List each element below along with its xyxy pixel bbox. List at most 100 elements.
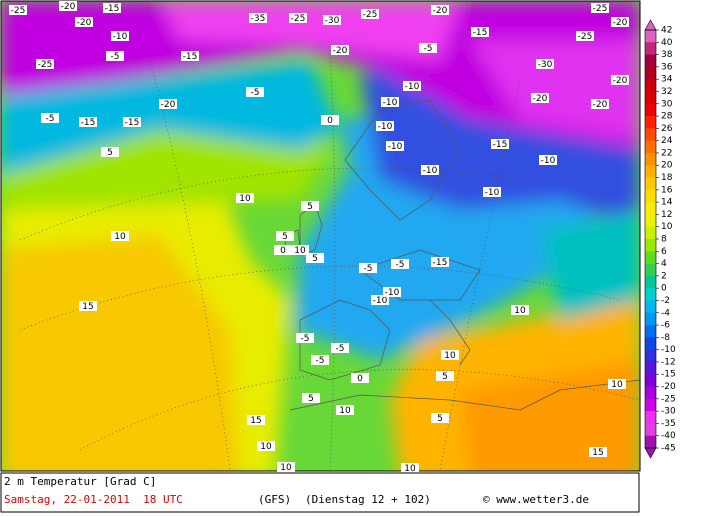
contour-label: 10 [336, 405, 354, 416]
label-box [247, 415, 265, 425]
colorbar-segment [645, 103, 656, 117]
label-box [36, 59, 54, 69]
colorbar-tick-label: 30 [661, 99, 673, 109]
label-text: 10 [114, 232, 126, 242]
colorbar-segment [645, 116, 656, 129]
contour-label: 5 [301, 201, 319, 212]
label-box [536, 59, 554, 69]
contour-label: -30 [536, 59, 554, 70]
contour-label: -10 [381, 97, 399, 108]
label-box [431, 257, 449, 267]
colorbar-tick-label: -40 [661, 431, 676, 441]
colorbar-tick-label: 6 [661, 247, 667, 257]
colorbar-tick-label: 2 [661, 271, 667, 281]
contour-label: -10 [386, 141, 404, 152]
label-box [321, 115, 339, 125]
label-text: -30 [538, 60, 553, 70]
contour-label: -5 [419, 43, 437, 54]
colorbar-tick-label: 20 [661, 161, 673, 171]
contour-label: -10 [403, 81, 421, 92]
label-box [101, 147, 119, 157]
label-text: -10 [405, 82, 420, 92]
label-box [103, 3, 121, 13]
colorbar-tick-label: 10 [661, 222, 673, 232]
contour-label: -10 [111, 31, 129, 42]
contour-label: -20 [611, 17, 629, 28]
label-box [106, 51, 124, 61]
model-name: (GFS) [258, 493, 291, 506]
colorbar-tick-label: -45 [661, 444, 676, 454]
label-text: -25 [363, 10, 378, 20]
label-box [383, 287, 401, 297]
label-text: 10 [339, 406, 351, 416]
colorbar-segment [645, 202, 656, 215]
label-box [111, 231, 129, 241]
label-box [576, 31, 594, 41]
label-text: -5 [251, 88, 260, 98]
colorbar-tick-label: 22 [661, 148, 672, 158]
label-box [386, 141, 404, 151]
label-box [381, 97, 399, 107]
label-box [123, 117, 141, 127]
colorbar-tick-label: 4 [661, 259, 667, 269]
contour-label: -15 [471, 27, 489, 38]
label-box [608, 379, 626, 389]
label-text: -15 [433, 258, 448, 268]
label-text: -25 [38, 60, 53, 70]
colorbar-segment [645, 275, 656, 289]
label-box [291, 245, 309, 255]
colorbar-tick-label: -20 [661, 382, 676, 392]
credit: © www.wetter3.de [483, 493, 589, 506]
contour-label: 5 [302, 393, 320, 404]
label-text: -15 [105, 4, 120, 14]
colorbar-segment [645, 386, 656, 400]
colorbar-tick-label: 32 [661, 87, 672, 97]
contour-label: -15 [103, 3, 121, 14]
contour-label: -10 [483, 187, 501, 198]
label-box [331, 45, 349, 55]
contour-label: -35 [249, 13, 267, 24]
label-box [591, 3, 609, 13]
label-text: -10 [113, 32, 128, 42]
colorbar-tick-label: 12 [661, 210, 672, 220]
colorbar-segment [645, 312, 656, 326]
colorbar-tick-label: 0 [661, 284, 667, 294]
label-box [236, 193, 254, 203]
label-box [471, 27, 489, 37]
label-box [483, 187, 501, 197]
colorbar-segment [645, 300, 656, 314]
label-box [257, 441, 275, 451]
contour-label: -15 [79, 117, 97, 128]
colorbar-segment [645, 226, 656, 240]
label-text: 10 [514, 306, 526, 316]
label-box [331, 343, 349, 353]
label-box [391, 259, 409, 269]
label-box [611, 17, 629, 27]
contour-label: 15 [79, 301, 97, 312]
colorbar-segment [645, 263, 656, 277]
colorbar-tick-label: 38 [661, 50, 673, 60]
label-text: -10 [485, 188, 500, 198]
label-box [289, 13, 307, 23]
contour-label: 5 [306, 253, 324, 264]
contour-label: -20 [159, 99, 177, 110]
label-box [302, 393, 320, 403]
contour-label: -5 [246, 87, 264, 98]
label-text: 5 [437, 414, 443, 424]
label-box [301, 201, 319, 211]
contour-label: 0 [351, 373, 369, 384]
label-text: 10 [404, 464, 416, 474]
label-text: 5 [442, 372, 448, 382]
colorbar-tick-label: 40 [661, 38, 673, 48]
contour-label: 10 [111, 231, 129, 242]
label-box [371, 295, 389, 305]
label-box [181, 51, 199, 61]
contour-label: -5 [41, 113, 59, 124]
map-title: 2 m Temperatur [Grad C] [4, 475, 156, 488]
contour-label: -5 [359, 263, 377, 274]
colorbar-tick-label: -12 [661, 357, 676, 367]
colorbar-tick-label: 26 [661, 124, 673, 134]
colorbar-tick-label: -30 [661, 407, 676, 417]
label-text: 5 [312, 254, 318, 264]
label-text: 5 [107, 148, 113, 158]
